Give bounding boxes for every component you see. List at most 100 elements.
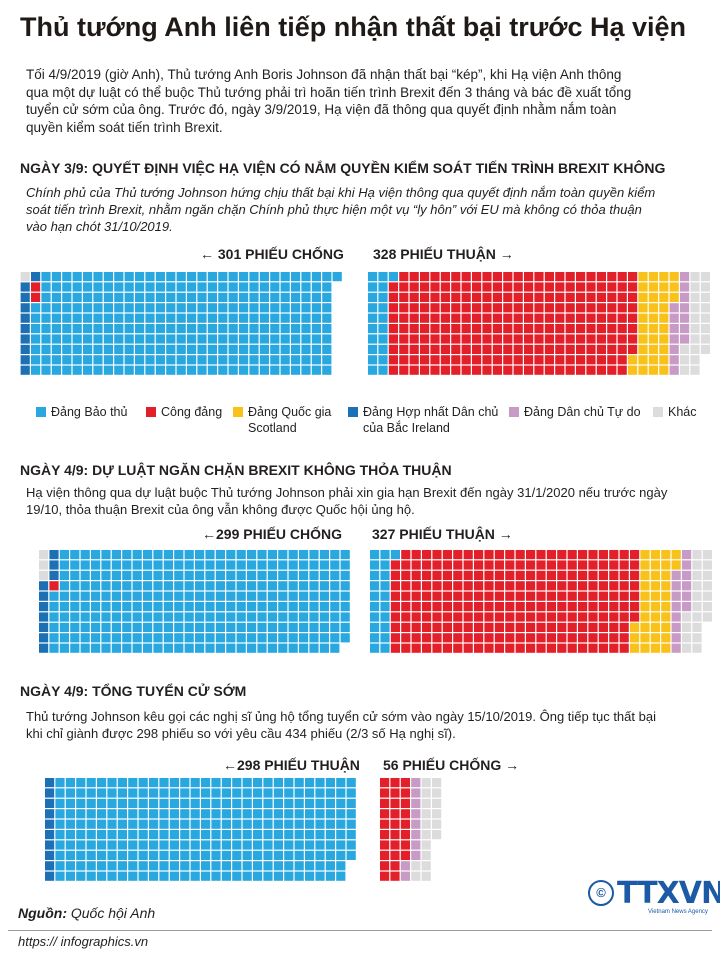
seat-cell xyxy=(180,788,190,798)
seat-cell xyxy=(322,313,332,323)
seat-cell xyxy=(661,560,671,570)
seat-cell xyxy=(390,840,400,850)
seat-cell xyxy=(101,591,111,601)
seat-cell xyxy=(546,602,556,612)
seat-cell xyxy=(648,292,658,302)
seat-cell xyxy=(91,560,101,570)
seat-cell xyxy=(638,334,648,344)
seat-cell xyxy=(103,324,113,334)
seat-cell xyxy=(463,633,473,643)
website-link[interactable]: https:// infographics.vn xyxy=(18,934,149,949)
seat-cell xyxy=(62,292,72,302)
seat-cell xyxy=(617,282,627,292)
seat-cell xyxy=(598,643,608,653)
seat-cell xyxy=(378,365,388,375)
seat-cell xyxy=(482,344,492,354)
seat-cell xyxy=(232,798,242,808)
seat-cell xyxy=(503,313,513,323)
seat-cell xyxy=(309,622,319,632)
seat-cell xyxy=(195,602,205,612)
seat-cell xyxy=(20,365,30,375)
seat-cell xyxy=(159,830,169,840)
seat-cell xyxy=(45,861,55,871)
seat-cell xyxy=(421,840,431,850)
seat-cell xyxy=(218,303,228,313)
seat-cell xyxy=(515,612,525,622)
seat-cell xyxy=(93,344,103,354)
seat-cell xyxy=(671,560,681,570)
seat-cell xyxy=(45,778,55,788)
seat-cell xyxy=(76,788,86,798)
seat-cell xyxy=(284,840,294,850)
seat-cell xyxy=(451,334,461,344)
seat-cell xyxy=(218,324,228,334)
seat-cell xyxy=(122,633,132,643)
seat-cell xyxy=(401,602,411,612)
seat-cell xyxy=(228,292,238,302)
seat-cell xyxy=(294,861,304,871)
seat-cell xyxy=(239,344,249,354)
seat-cell xyxy=(76,830,86,840)
seat-cell xyxy=(70,560,80,570)
seat-cell xyxy=(117,798,127,808)
seat-cell xyxy=(505,591,515,601)
seat-cell xyxy=(680,334,690,344)
seat-cell xyxy=(76,871,86,881)
seat-cell xyxy=(45,788,55,798)
seat-cell xyxy=(463,612,473,622)
seat-cell xyxy=(232,830,242,840)
section-3-heading: NGÀY 4/9: TỔNG TUYỂN CỬ SỚM xyxy=(20,683,247,699)
seat-cell xyxy=(461,365,471,375)
seat-cell xyxy=(124,355,134,365)
seat-cell xyxy=(97,819,107,829)
seat-cell xyxy=(474,602,484,612)
seat-cell xyxy=(49,560,59,570)
seat-cell xyxy=(49,643,59,653)
seat-cell xyxy=(215,602,225,612)
seat-cell xyxy=(463,550,473,560)
seat-cell xyxy=(576,365,586,375)
seat-cell xyxy=(49,622,59,632)
seat-cell xyxy=(284,819,294,829)
seat-cell xyxy=(526,633,536,643)
seat-cell xyxy=(319,550,329,560)
seat-cell xyxy=(340,612,350,622)
seat-cell xyxy=(505,612,515,622)
seat-cell xyxy=(567,550,577,560)
seat-cell xyxy=(41,334,51,344)
seat-cell xyxy=(390,819,400,829)
seat-cell xyxy=(586,292,596,302)
section-2-left-label: ←299 PHIẾU CHỐNG xyxy=(202,526,343,542)
seat-cell xyxy=(259,303,269,313)
seat-cell xyxy=(242,850,252,860)
seat-cell xyxy=(305,871,315,881)
seat-cell xyxy=(628,282,638,292)
seat-cell xyxy=(59,550,69,560)
seat-cell xyxy=(472,324,482,334)
seat-cell xyxy=(278,591,288,601)
seat-cell xyxy=(62,313,72,323)
seat-cell xyxy=(197,282,207,292)
seat-cell xyxy=(484,550,494,560)
seat-cell xyxy=(534,334,544,344)
seat-cell xyxy=(249,324,259,334)
seat-cell xyxy=(596,282,606,292)
seat-cell xyxy=(236,591,246,601)
seat-cell xyxy=(513,292,523,302)
seat-cell xyxy=(628,324,638,334)
seat-cell xyxy=(567,591,577,601)
seat-cell xyxy=(176,292,186,302)
seat-cell xyxy=(55,871,65,881)
legend: Đảng Bảo thủ Công đảng Đảng Quốc gia Sco… xyxy=(36,404,716,440)
seat-cell xyxy=(492,324,502,334)
source-line: Nguồn: Quốc hội Anh xyxy=(18,905,155,921)
seat-cell xyxy=(51,272,61,282)
seat-cell xyxy=(555,344,565,354)
seat-cell xyxy=(630,591,640,601)
seat-cell xyxy=(218,272,228,282)
seat-cell xyxy=(557,602,567,612)
seat-cell xyxy=(305,819,315,829)
seat-cell xyxy=(249,282,259,292)
seat-cell xyxy=(278,633,288,643)
seat-cell xyxy=(380,570,390,580)
